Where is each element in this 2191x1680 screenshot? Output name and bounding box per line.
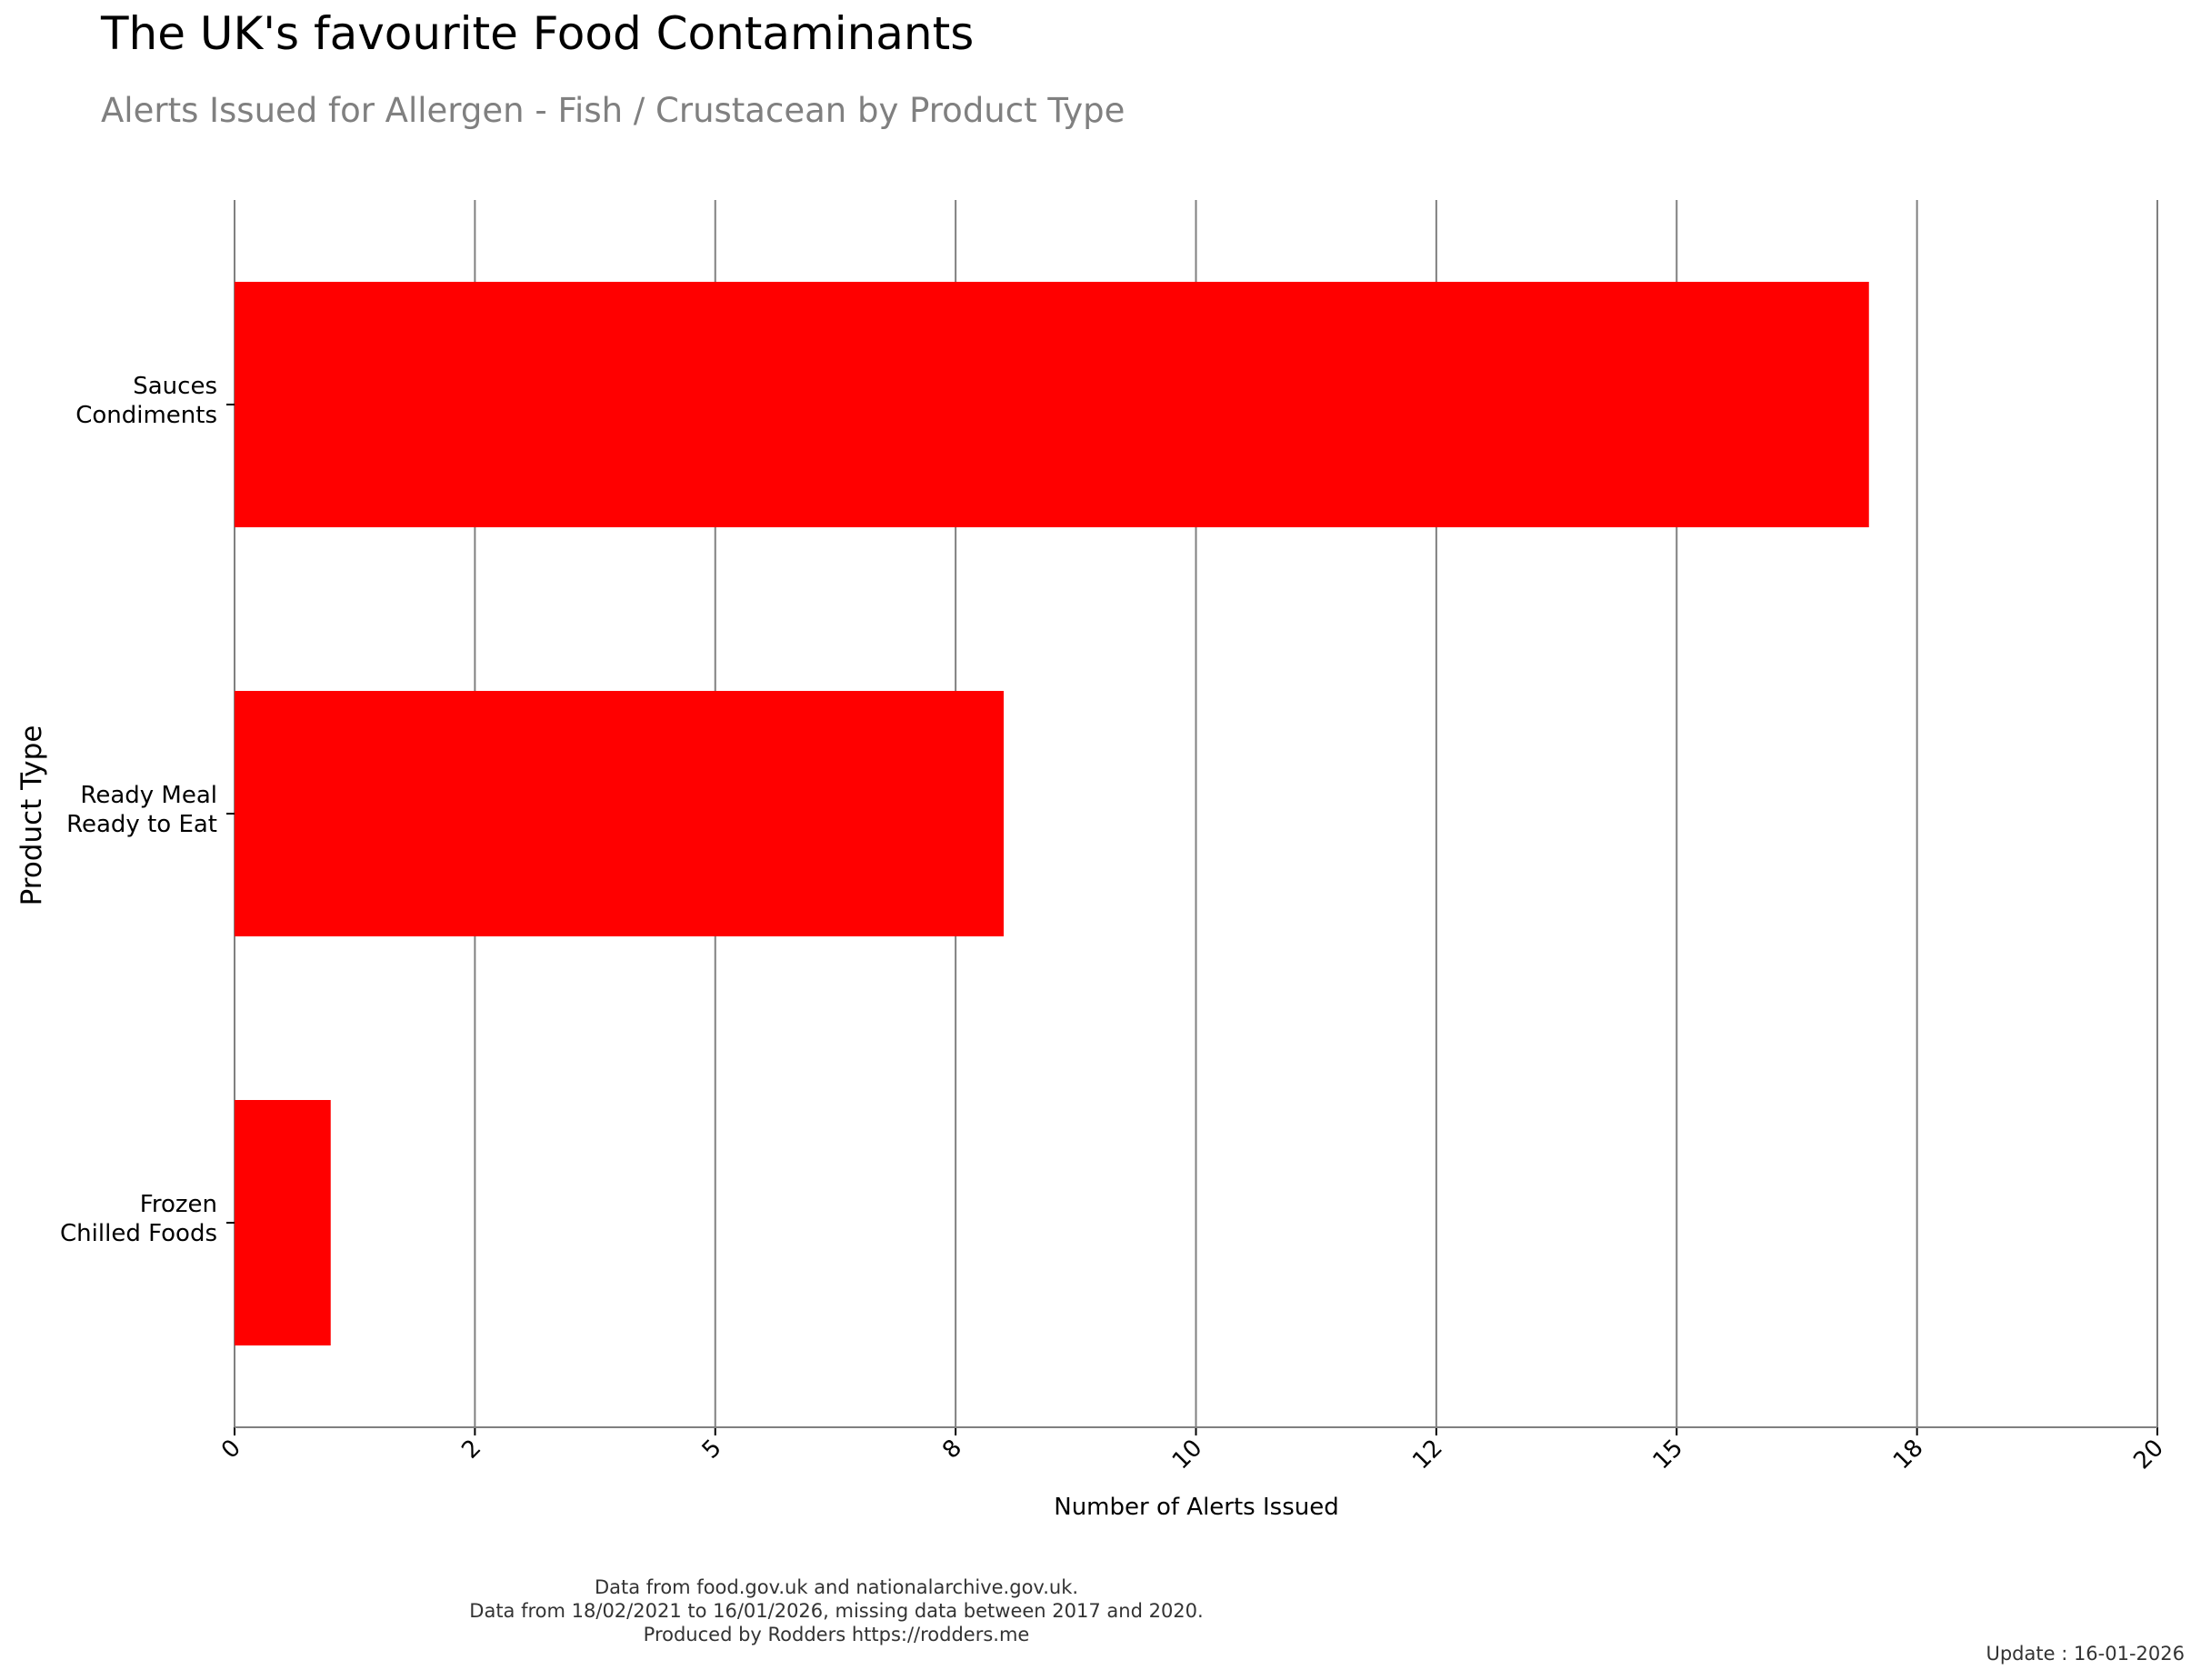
footer-credit: Produced by Rodders https://rodders.me [643,1624,1030,1645]
x-tick-label: 18 [1888,1435,1929,1475]
x-tick-label: 12 [1407,1435,1448,1475]
x-tick-label: 15 [1648,1435,1689,1475]
y-tick-label: Sauces [133,373,217,400]
x-tick-label: 8 [937,1435,967,1465]
y-tick-label: Frozen [140,1191,217,1218]
footer-date-range: Data from 18/02/2021 to 16/01/2026, miss… [469,1600,1204,1622]
chart-title: The UK's favourite Food Contaminants [101,7,975,60]
y-tick-label: Ready Meal [80,782,217,809]
bars [235,282,1869,1345]
update-date: Update : 16-01-2026 [1986,1643,2185,1665]
x-tick-label: 0 [216,1435,246,1465]
y-tick-label: Condiments [75,402,217,429]
x-axis-title: Number of Alerts Issued [1054,1494,1338,1521]
bar [235,1100,331,1345]
footer-notes: Data from food.gov.uk and nationalarchiv… [0,1575,1673,1646]
x-tick-label: 2 [456,1435,486,1465]
x-tick-label: 5 [697,1435,727,1465]
y-axis-title: Product Type [15,725,48,906]
chart-subtitle: Alerts Issued for Allergen - Fish / Crus… [101,91,1126,130]
bar [235,282,1869,527]
bar [235,691,1004,936]
y-tick-label: Ready to Eat [66,811,217,838]
x-tick-label: 10 [1167,1435,1208,1475]
footer-source: Data from food.gov.uk and nationalarchiv… [594,1576,1079,1598]
y-tick-label: Chilled Foods [60,1220,217,1247]
x-tick-label: 20 [2128,1435,2169,1475]
